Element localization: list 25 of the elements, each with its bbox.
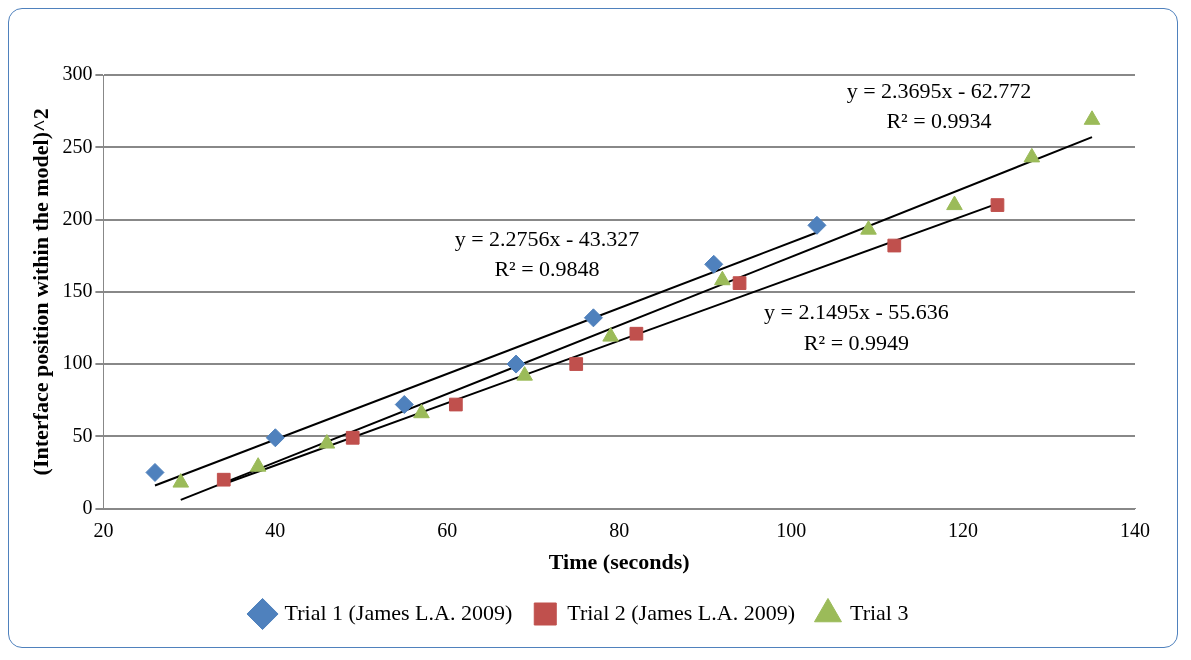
y-tick-label: 150 (62, 279, 93, 302)
y-tick-label: 0 (82, 495, 93, 518)
y-tick-label: 200 (62, 206, 93, 229)
annotation: y = 2.3695x - 62.772 (846, 78, 1032, 104)
x-tick-label: 100 (776, 518, 807, 541)
annotation: y = 2.1495x - 55.636 (764, 299, 949, 325)
x-tick-label: 40 (265, 518, 286, 541)
x-tick-label: 80 (609, 518, 630, 541)
x-axis-title: Time (seconds) (548, 549, 690, 575)
legend-label: Trial 1 (James L.A. 2009) (284, 599, 513, 625)
legend-label: Trial 2 (James L.A. 2009) (567, 599, 795, 625)
y-tick-label: 300 (62, 62, 93, 85)
y-tick-label: 50 (72, 423, 93, 446)
x-tick-label: 60 (437, 518, 458, 541)
annotation: R² = 0.9848 (494, 255, 600, 281)
annotation: R² = 0.9934 (886, 108, 992, 134)
x-tick-label: 120 (948, 518, 979, 541)
y-axis-title: (Interface position within the model)^2 (27, 108, 53, 476)
y-tick-label: 100 (62, 351, 93, 374)
y-tick-label: 250 (62, 134, 93, 157)
x-tick-label: 140 (1120, 518, 1150, 541)
x-tick-label: 20 (93, 518, 114, 541)
annotation: y = 2.2756x - 43.327 (454, 225, 640, 251)
annotation: R² = 0.9949 (803, 329, 910, 355)
legend-label: Trial 3 (849, 599, 909, 625)
